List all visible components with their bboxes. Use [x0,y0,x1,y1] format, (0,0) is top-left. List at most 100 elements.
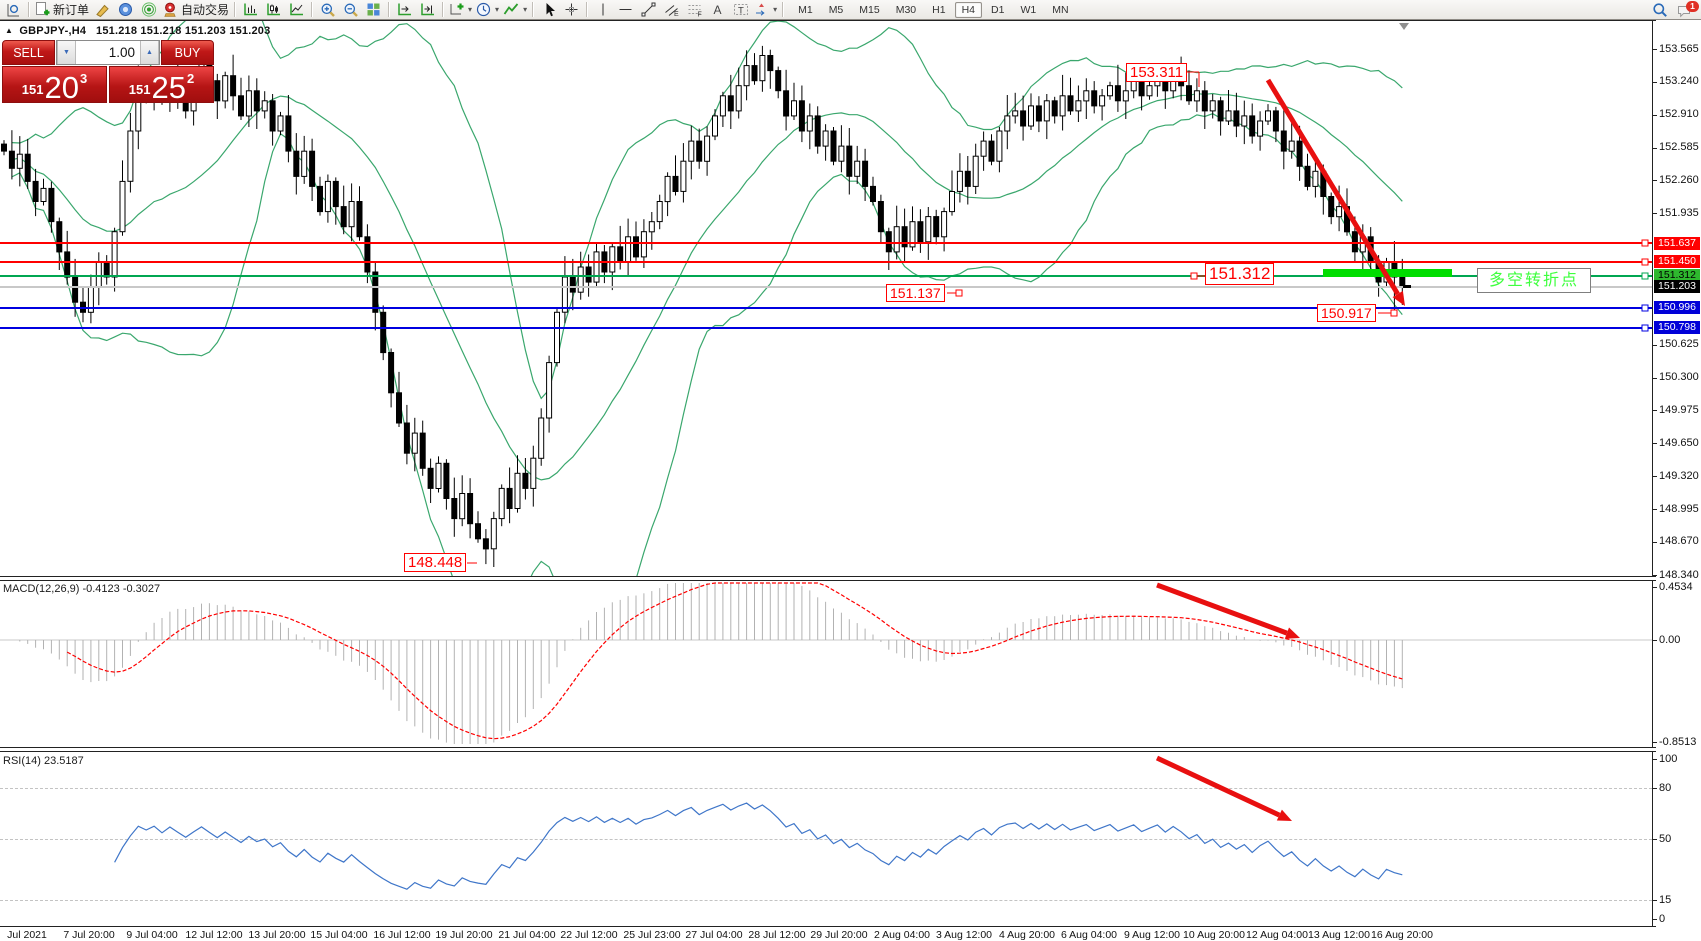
axis-tick [1652,919,1657,920]
time-axis-label: 12 Aug 04:00 [1246,929,1308,941]
new-order-button[interactable]: 新订单 [33,1,91,19]
indicators-icon [503,3,519,15]
timeframe-m5[interactable]: M5 [828,3,844,16]
zoom-out-button[interactable] [339,1,362,19]
axis-tick [1652,587,1657,588]
horizontal-level-line-151.45[interactable] [0,261,1652,263]
horizontal-line-button[interactable] [614,1,637,19]
price-tag-148.448[interactable]: 148.448 [404,553,467,573]
auto-trading-button[interactable]: 自动交易 [160,1,231,19]
time-axis-label: 16 Jul 12:00 [373,929,431,941]
timeframe-m1[interactable]: M1 [798,3,813,16]
toolbar-separator [586,2,589,17]
notifications-button[interactable]: 1 [1671,0,1699,19]
horizontal-level-line-151.312[interactable] [0,275,1652,277]
expert-advisor-icon [119,3,133,16]
turning-point-note[interactable]: 多空转折点 [1477,268,1591,293]
cursor-icon [546,3,555,17]
price-axis-label: 152.260 [1659,174,1699,186]
signals-button[interactable] [137,1,160,19]
price-tag-151.312[interactable]: 151.312 [1205,263,1275,285]
price-tag-151.137[interactable]: 151.137 [886,284,945,303]
price-axis-label: 149.320 [1659,470,1699,482]
price-badge-151.312: 151.312 [1654,269,1700,282]
line-chart-button[interactable] [285,1,308,19]
timeframe-h4[interactable]: H4 [954,1,983,18]
trendline-button[interactable] [637,1,660,19]
volume-decrease-button[interactable]: ▼ [57,41,76,64]
horizontal-level-line-151.637[interactable] [0,242,1652,244]
axis-tick [1652,476,1657,477]
horizontal-level-line-150.798[interactable] [0,327,1652,329]
new-order-icon [36,2,50,16]
horizontal-level-line-150.996[interactable] [0,307,1652,309]
timeframe-d1[interactable]: D1 [991,3,1005,16]
indicators-button[interactable]: ▾ [501,1,529,19]
rsi-axis-label: 80 [1659,782,1672,794]
candlestick-chart-button[interactable] [262,1,285,19]
new-order-label: 新订单 [53,3,90,17]
equidistant-channel-button[interactable]: E [660,1,683,19]
ask-prefix: 151 [128,82,151,97]
ask-price-button[interactable]: 151 25 2 [109,66,214,103]
macd-pane[interactable] [0,580,1652,747]
axis-tick [1652,345,1657,346]
chart-shift-button[interactable] [416,1,439,19]
main-macd-separator[interactable] [0,576,1656,581]
price-axis-label: 150.625 [1659,338,1699,350]
symbol-info-bar[interactable]: ▲ GBPJPY-,H4 151.218 151.218 151.203 151… [5,25,270,37]
timeframe-mn[interactable]: MN [1052,3,1069,16]
price-axis-label: 149.975 [1659,404,1699,416]
bid-price-button[interactable]: 151 20 3 [2,66,107,103]
chevron-down-icon: ▾ [523,5,528,14]
svg-text:F: F [697,12,701,18]
new-chart-button[interactable]: ▾ [447,1,474,19]
price-tag-150.917[interactable]: 150.917 [1317,304,1376,323]
rsi-pane[interactable] [0,752,1652,926]
text-button[interactable]: A [706,1,729,19]
ask-pip-digit: 2 [186,71,195,86]
macd-label: MACD(12,26,9) -0.4123 -0.3027 [3,583,161,595]
buy-button[interactable]: BUY [161,40,214,65]
auto-trading-icon [164,2,176,17]
bar-chart-button[interactable] [239,1,262,19]
auto-scroll-button[interactable] [393,1,416,19]
equidistant-channel-icon: E [664,5,679,17]
text-label-button[interactable]: T [729,1,752,19]
zoom-in-button[interactable] [316,1,339,19]
crosshair-button[interactable] [560,1,583,19]
axis-tick [1652,759,1657,760]
time-axis-label: 19 Jul 20:00 [435,929,493,941]
toolbar-separator [532,2,535,17]
main-price-chart[interactable] [0,21,1652,577]
axis-tick [1652,640,1657,641]
rsi-level-line [0,839,1652,840]
sell-button[interactable]: SELL [2,40,55,65]
timeframe-m30[interactable]: M30 [895,3,917,16]
macd-rsi-separator[interactable] [0,747,1656,752]
vertical-line-button[interactable] [591,1,614,19]
zoom-out-icon [344,3,358,17]
search-button[interactable] [1648,1,1671,19]
timeframe-m15[interactable]: M15 [859,3,880,16]
bid-pip-digit: 3 [79,71,88,86]
volume-increase-button[interactable]: ▲ [140,41,159,64]
time-axis-label: 22 Jul 12:00 [560,929,618,941]
green-highlight-bar[interactable] [1323,269,1452,277]
tile-windows-button[interactable] [362,1,385,19]
timeframe-h1[interactable]: H1 [932,3,946,16]
rsi-level-line [0,788,1652,789]
timeframe-w1[interactable]: W1 [1020,3,1037,16]
period-button[interactable]: ▾ [474,1,501,19]
cursor-button[interactable] [537,1,560,19]
horizontal-level-line-151.203[interactable] [0,286,1652,288]
chart-window-icon[interactable] [2,1,25,19]
crayon-style-button[interactable] [91,1,114,19]
expert-advisor-button[interactable] [114,1,137,19]
chevron-down-icon: ▾ [773,5,778,14]
volume-value[interactable]: 1.00 [108,45,135,60]
fibonacci-button[interactable]: F [683,1,706,19]
vertical-line-icon [602,3,604,16]
price-tag-153.311[interactable]: 153.311 [1126,63,1188,83]
arrows-button[interactable]: ▾ [752,1,779,19]
